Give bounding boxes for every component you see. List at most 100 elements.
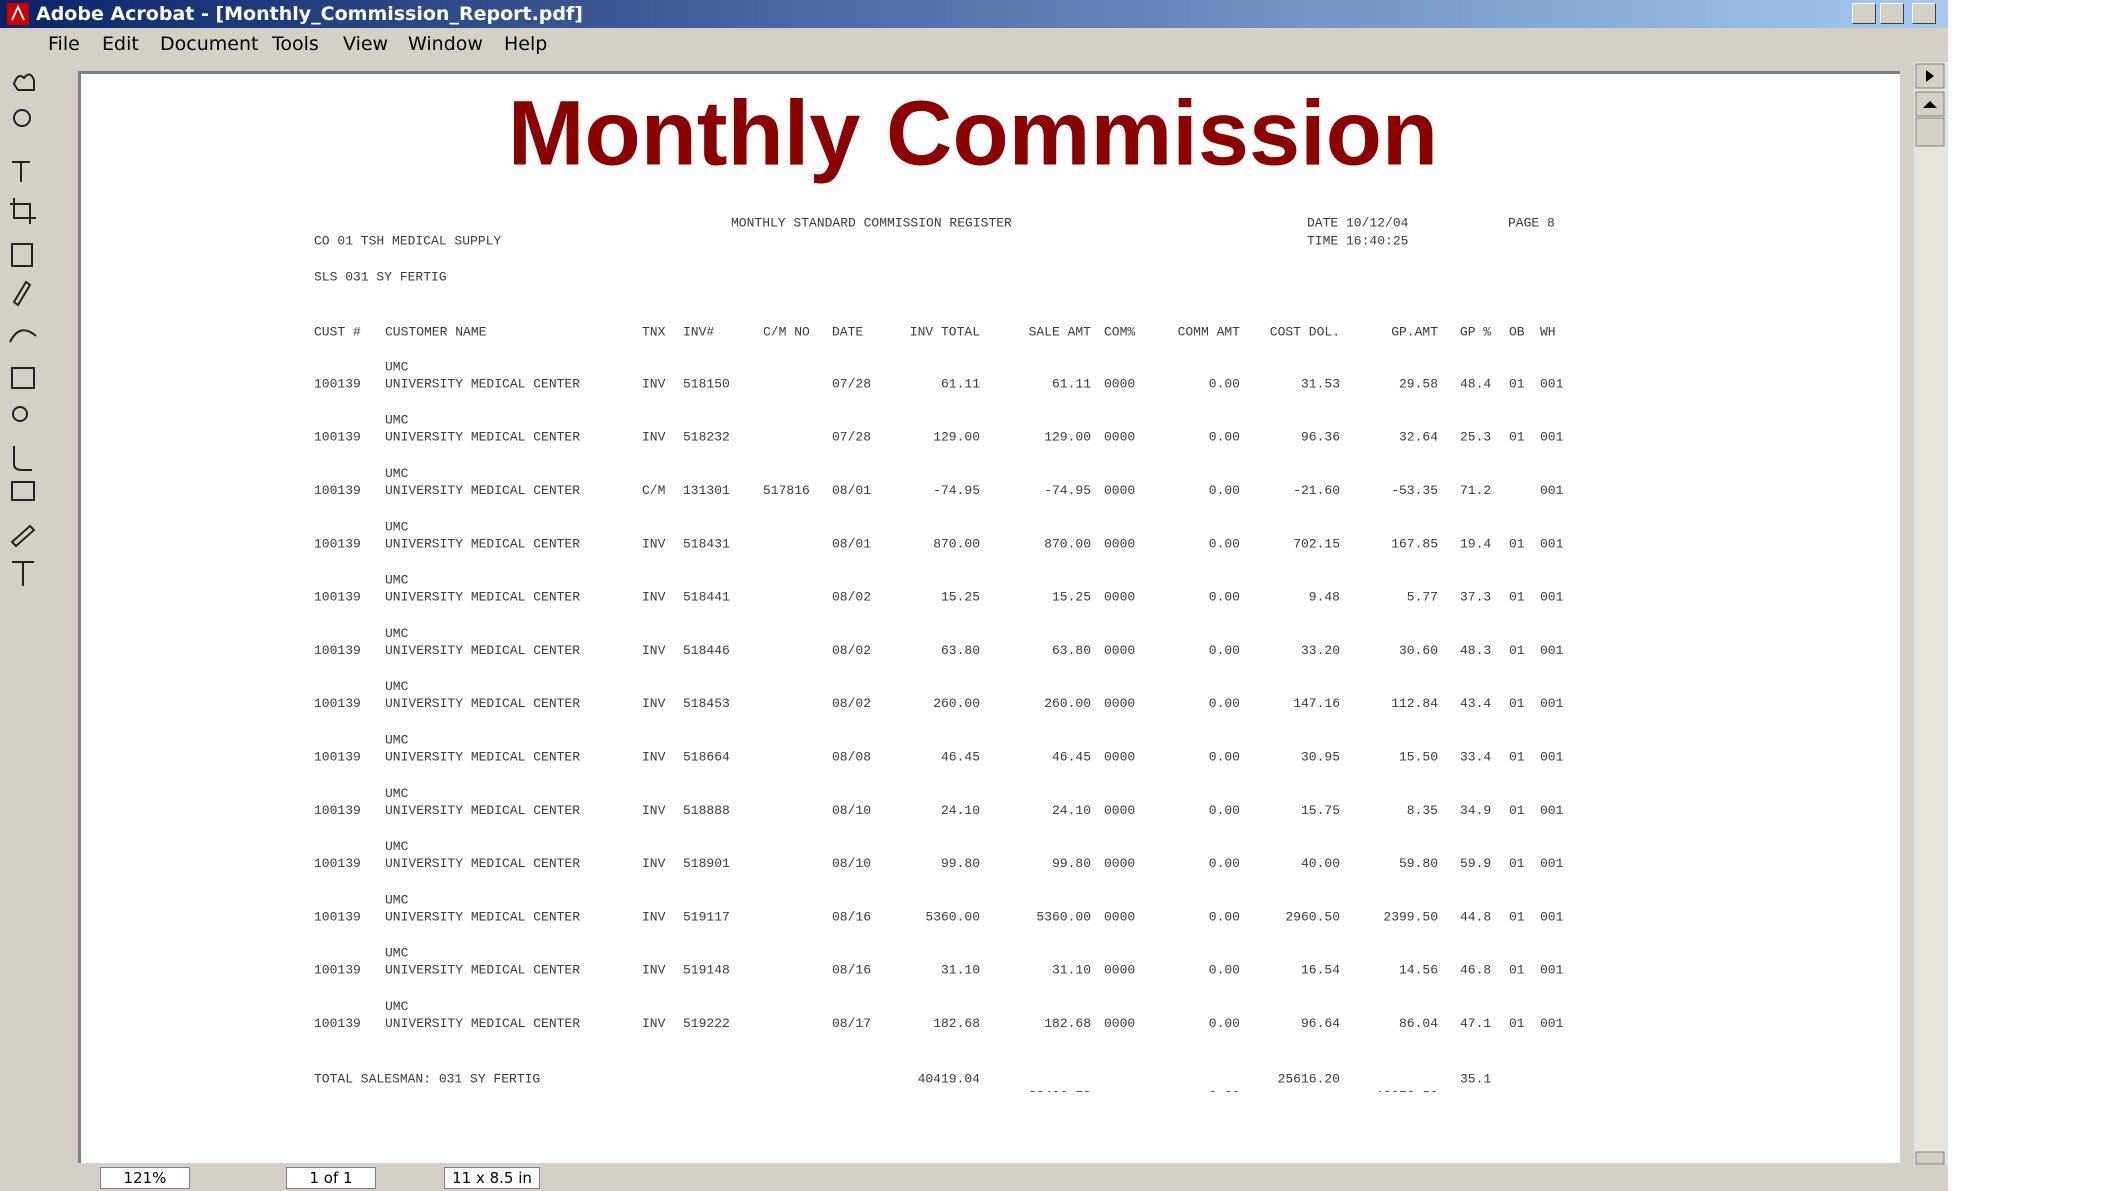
report-cell: 24.10: [941, 803, 980, 818]
report-cell: 08/16: [832, 963, 871, 978]
report-cell: UNIVERSITY MEDICAL CENTER: [385, 536, 580, 551]
report-cell: 001: [1540, 909, 1564, 924]
report-cell: 147.16: [1293, 696, 1340, 711]
column-header: INV TOTAL: [910, 324, 980, 339]
report-cell: 07/28: [832, 430, 871, 445]
column-header: DATE: [832, 324, 863, 339]
report-cell: 0000: [1104, 536, 1135, 551]
report-cell: 001: [1540, 590, 1564, 605]
report-cell: 24.10: [1052, 803, 1091, 818]
report-cell: 0.00: [1209, 963, 1240, 978]
report-cell: 100139: [314, 696, 361, 711]
report-cell: 519117: [683, 909, 730, 924]
report-cell: 518453: [683, 696, 730, 711]
report-cell: 517816: [763, 483, 810, 498]
report-cell: 100139: [314, 376, 361, 391]
total-cell: 13070.50: [1376, 1088, 1438, 1092]
report-cell: 702.15: [1293, 536, 1340, 551]
report-cell: INV: [642, 430, 666, 445]
report-cell: 86.04: [1399, 1016, 1438, 1031]
column-header: C/M NO: [763, 324, 810, 339]
report-cell: 08/17: [832, 1016, 871, 1031]
customer-code: UMC: [385, 413, 409, 428]
zoom-box[interactable]: 121%: [100, 1167, 190, 1189]
report-cell: 63.80: [1052, 643, 1091, 658]
report-cell: UNIVERSITY MEDICAL CENTER: [385, 750, 580, 765]
column-header: COMM AMT: [1178, 324, 1241, 339]
report-cell: 100139: [314, 430, 361, 445]
status-bar: 121% 1 of 1 11 x 8.5 in: [50, 1165, 1948, 1191]
page-box[interactable]: 1 of 1: [286, 1167, 376, 1189]
report-cell: 19.4: [1460, 536, 1491, 551]
report-cell: 08/01: [832, 536, 871, 551]
report-cell: 01: [1509, 376, 1525, 391]
report-cell: UNIVERSITY MEDICAL CENTER: [385, 963, 580, 978]
report-cell: UNIVERSITY MEDICAL CENTER: [385, 643, 580, 658]
report-cell: 25.3: [1460, 430, 1491, 445]
report-cell: 182.68: [933, 1016, 980, 1031]
report-cell: 48.4: [1460, 376, 1491, 391]
report-cell: 01: [1509, 1016, 1525, 1031]
report-cell: 870.00: [1044, 536, 1091, 551]
report-cell: 08/02: [832, 590, 871, 605]
report-cell: 167.85: [1391, 536, 1438, 551]
restore-button[interactable]: [1880, 3, 1904, 24]
report-cell: 100139: [314, 590, 361, 605]
minimize-button[interactable]: [1852, 3, 1876, 24]
report-cell: INV: [642, 696, 666, 711]
scroll-down[interactable]: [1916, 1152, 1944, 1164]
report-cell: UNIVERSITY MEDICAL CENTER: [385, 430, 580, 445]
report-cell: 07/28: [832, 376, 871, 391]
report-cell: 40.00: [1301, 856, 1340, 871]
report-cell: 61.11: [1052, 376, 1091, 391]
report: Monthly Commission MONTHLY STANDARD COMM…: [0, 0, 1822, 1092]
customer-code: UMC: [385, 892, 409, 907]
report-cell: 37.3: [1460, 590, 1491, 605]
customer-code: UMC: [385, 839, 409, 854]
report-cell: 08/08: [832, 750, 871, 765]
report-cell: 001: [1540, 376, 1564, 391]
report-cell: 001: [1540, 750, 1564, 765]
scroll-thumb[interactable]: [1916, 118, 1944, 146]
report-cell: 01: [1509, 536, 1525, 551]
close-button[interactable]: [1912, 3, 1936, 24]
report-cell: 31.10: [941, 963, 980, 978]
report-cell: 0000: [1104, 696, 1135, 711]
report-cell: 32.64: [1399, 430, 1438, 445]
report-cell: 518232: [683, 430, 730, 445]
report-cell: 0.00: [1209, 430, 1240, 445]
report-cell: UNIVERSITY MEDICAL CENTER: [385, 376, 580, 391]
report-cell: 01: [1509, 750, 1525, 765]
report-cell: 44.8: [1460, 909, 1491, 924]
report-cell: 63.80: [941, 643, 980, 658]
report-cell: 001: [1540, 430, 1564, 445]
report-cell: 31.10: [1052, 963, 1091, 978]
report-cell: 100139: [314, 750, 361, 765]
report-cell: 519148: [683, 963, 730, 978]
report-cell: 01: [1509, 643, 1525, 658]
document-title: Monthly Commission: [508, 82, 1438, 184]
column-header: GP.AMT: [1391, 324, 1438, 339]
report-cell: 8.35: [1407, 803, 1438, 818]
company: CO 01 TSH MEDICAL SUPPLY: [314, 233, 501, 248]
report-cell: 518150: [683, 376, 730, 391]
report-cell: UNIVERSITY MEDICAL CENTER: [385, 590, 580, 605]
report-cell: UNIVERSITY MEDICAL CENTER: [385, 856, 580, 871]
report-cell: 0.00: [1209, 483, 1240, 498]
total-cell: 0.00: [1209, 1088, 1240, 1092]
customer-code: UMC: [385, 999, 409, 1014]
report-cell: INV: [642, 1016, 666, 1031]
report-cell: INV: [642, 536, 666, 551]
report-time: TIME 16:40:25: [1307, 233, 1408, 248]
column-header: CUSTOMER NAME: [385, 324, 487, 339]
report-cell: 47.1: [1460, 1016, 1491, 1031]
report-cell: 100139: [314, 856, 361, 871]
report-cell: 01: [1509, 803, 1525, 818]
report-cell: INV: [642, 376, 666, 391]
report-cell: 99.80: [1052, 856, 1091, 871]
report-cell: 0000: [1104, 483, 1135, 498]
report-cell: 0000: [1104, 376, 1135, 391]
salesman: SLS 031 SY FERTIG: [314, 269, 447, 284]
report-cell: 0.00: [1209, 536, 1240, 551]
report-cell: 518446: [683, 643, 730, 658]
